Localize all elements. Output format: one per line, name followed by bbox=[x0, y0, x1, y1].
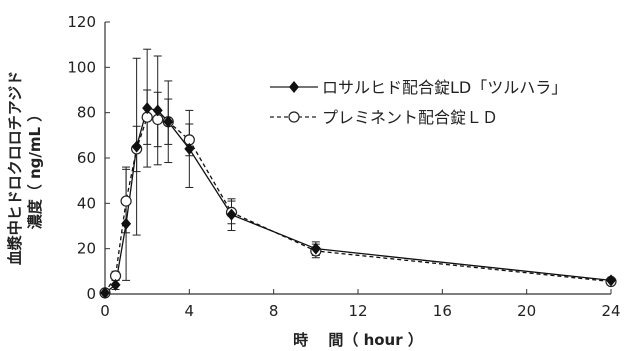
legend-marker-circle bbox=[288, 111, 300, 123]
series-line bbox=[104, 116, 612, 294]
y-tick-label: 20 bbox=[77, 240, 96, 258]
y-tick-label: 60 bbox=[77, 149, 96, 167]
legend-marker-diamond bbox=[289, 81, 299, 93]
x-tick-label: 0 bbox=[100, 302, 110, 320]
y-axis-title: 血漿中ヒドロクロロチアジド 濃度（ ng/mL ） bbox=[6, 71, 44, 265]
series-line bbox=[104, 107, 612, 294]
data-point-circle bbox=[120, 195, 132, 207]
legend-label: プレミネント配合錠ＬＤ bbox=[322, 108, 498, 127]
y-axis-ticks: 0 20 40 60 80 100 120 bbox=[67, 13, 110, 303]
x-tick-label: 16 bbox=[433, 302, 452, 320]
y-tick-label: 40 bbox=[77, 194, 96, 212]
data-point-diamond bbox=[163, 115, 174, 128]
plot-area bbox=[99, 48, 617, 299]
data-point-diamond bbox=[310, 242, 321, 255]
y-tick-label: 120 bbox=[67, 13, 96, 31]
data-point-diamond bbox=[142, 102, 153, 115]
data-point-diamond bbox=[226, 208, 237, 221]
data-point-diamond bbox=[100, 286, 110, 299]
data-point-diamond bbox=[131, 140, 142, 153]
legend-label: ロサルヒド配合錠LD「ツルハラ」 bbox=[322, 78, 567, 97]
data-point-diamond bbox=[152, 104, 163, 117]
y-tick-label: 80 bbox=[77, 104, 96, 122]
legend: ロサルヒド配合錠LD「ツルハラ」プレミネント配合錠ＬＤ bbox=[270, 78, 567, 127]
x-axis-title: 時 間（ hour ） bbox=[293, 331, 423, 349]
x-tick-label: 12 bbox=[348, 302, 367, 320]
x-tick-label: 4 bbox=[185, 302, 195, 320]
data-point-diamond bbox=[110, 278, 121, 291]
data-point-diamond bbox=[121, 217, 132, 230]
y-axis-title-line: 濃度（ ng/mL ） bbox=[26, 107, 44, 230]
y-axis-title-line: 血漿中ヒドロクロロチアジド bbox=[6, 71, 24, 265]
x-tick-label: 20 bbox=[517, 302, 536, 320]
data-point-diamond bbox=[606, 274, 616, 287]
x-axis-ticks: 0 4 8 12 16 20 24 bbox=[100, 289, 621, 320]
x-tick-label: 24 bbox=[601, 302, 620, 320]
y-tick-label: 0 bbox=[86, 285, 96, 303]
x-tick-label: 8 bbox=[269, 302, 279, 320]
data-point-diamond bbox=[184, 142, 195, 155]
y-tick-label: 100 bbox=[67, 58, 96, 76]
